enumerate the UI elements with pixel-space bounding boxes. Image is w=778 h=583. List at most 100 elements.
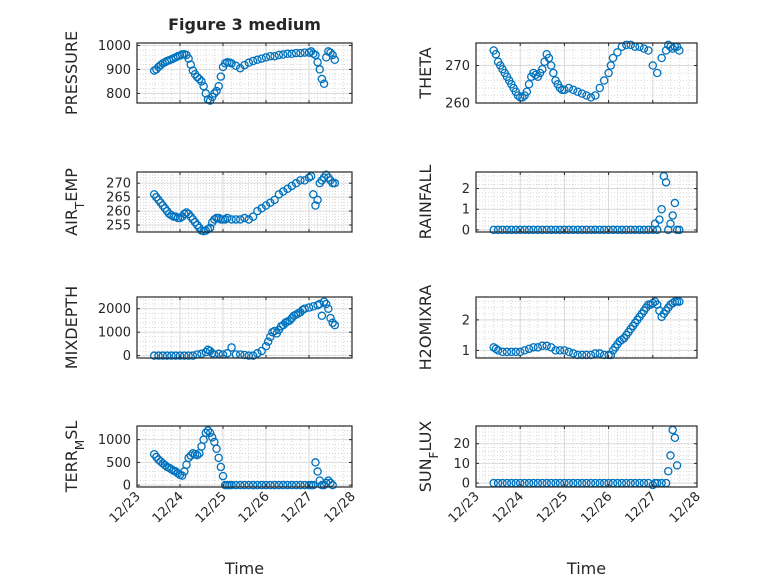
data-point bbox=[253, 206, 262, 216]
y-tick-label: 260 bbox=[445, 97, 470, 112]
data-point bbox=[149, 351, 159, 360]
data-point bbox=[666, 451, 675, 460]
y-tick-label: 1 bbox=[462, 203, 470, 218]
data-point bbox=[223, 213, 232, 223]
data-point bbox=[152, 65, 161, 74]
data-point bbox=[639, 44, 649, 53]
data-point bbox=[555, 225, 565, 235]
data-point bbox=[274, 50, 284, 60]
y-tick-label: 270 bbox=[106, 177, 131, 192]
y-tick-label: 270 bbox=[445, 59, 470, 74]
data-point bbox=[313, 467, 322, 476]
data-point bbox=[672, 461, 682, 470]
data-point bbox=[244, 58, 254, 67]
data-point bbox=[606, 61, 616, 70]
y-tick-label: 0 bbox=[123, 349, 131, 364]
y-tick-label: 1000 bbox=[98, 39, 131, 54]
data-point bbox=[287, 480, 297, 490]
data-point bbox=[573, 87, 582, 97]
data-point bbox=[599, 225, 609, 235]
data-point bbox=[248, 480, 258, 490]
data-point bbox=[319, 297, 329, 306]
data-point bbox=[515, 225, 525, 235]
data-point bbox=[240, 60, 249, 70]
data-point bbox=[502, 347, 512, 357]
data-point bbox=[291, 480, 301, 490]
data-point bbox=[231, 480, 241, 490]
data-point bbox=[551, 346, 560, 355]
data-point bbox=[278, 50, 288, 59]
data-point bbox=[158, 351, 168, 360]
data-point bbox=[248, 212, 258, 221]
data-point bbox=[210, 89, 219, 98]
data-point bbox=[313, 195, 322, 205]
y-tick-label: 0 bbox=[462, 477, 470, 492]
chart-title: Figure 3 medium bbox=[168, 15, 321, 34]
data-point bbox=[582, 91, 591, 100]
data-point bbox=[300, 480, 309, 490]
axes-box bbox=[136, 42, 353, 104]
x-axis-label: Time bbox=[566, 559, 606, 578]
data-point bbox=[212, 444, 221, 454]
data-point bbox=[296, 176, 305, 185]
data-point bbox=[657, 204, 666, 214]
data-point bbox=[595, 349, 605, 358]
data-point bbox=[257, 346, 266, 356]
data-point bbox=[324, 476, 333, 485]
data-point bbox=[498, 347, 507, 357]
data-point bbox=[261, 201, 271, 210]
data-point bbox=[586, 225, 596, 235]
data-point bbox=[285, 316, 294, 325]
data-point bbox=[520, 225, 529, 235]
data-point bbox=[657, 53, 666, 63]
data-point bbox=[622, 225, 631, 235]
data-point bbox=[274, 190, 284, 199]
data-point bbox=[617, 335, 627, 344]
data-point bbox=[666, 219, 675, 228]
data-point bbox=[613, 48, 622, 57]
data-point bbox=[538, 341, 547, 351]
data-point bbox=[489, 225, 498, 235]
data-point bbox=[227, 59, 236, 68]
data-point bbox=[622, 40, 631, 50]
data-point bbox=[235, 215, 245, 224]
data-point bbox=[309, 480, 318, 490]
data-point bbox=[626, 40, 635, 50]
data-point bbox=[551, 225, 560, 235]
data-point bbox=[283, 49, 292, 59]
data-point bbox=[253, 349, 262, 358]
data-point bbox=[223, 349, 232, 358]
data-point bbox=[568, 225, 578, 235]
data-point bbox=[201, 428, 211, 438]
data-point bbox=[171, 212, 180, 221]
subplot-h2omixra: 1 2 H2OMIXRA bbox=[416, 285, 698, 370]
data-point bbox=[319, 79, 329, 89]
y-tick-label: 0 bbox=[462, 223, 470, 238]
data-point bbox=[555, 83, 565, 93]
axes-box bbox=[136, 296, 353, 359]
data-point bbox=[511, 225, 521, 235]
data-point bbox=[564, 225, 574, 235]
data-point bbox=[160, 460, 170, 470]
data-point bbox=[326, 313, 335, 323]
y-axis-label: TERRMSL bbox=[62, 421, 87, 494]
data-point bbox=[266, 51, 275, 61]
data-point bbox=[524, 225, 534, 235]
axes-box bbox=[136, 425, 353, 488]
data-point bbox=[154, 351, 163, 360]
data-point bbox=[573, 225, 582, 235]
data-point bbox=[287, 49, 297, 59]
data-point bbox=[324, 304, 333, 313]
data-point bbox=[197, 77, 206, 86]
data-point bbox=[261, 342, 271, 351]
data-point bbox=[270, 51, 279, 61]
data-point bbox=[648, 61, 658, 70]
y-tick-label: 2000 bbox=[98, 302, 131, 317]
data-point bbox=[564, 83, 574, 93]
data-point bbox=[595, 83, 605, 93]
data-point bbox=[227, 343, 236, 352]
data-point bbox=[317, 311, 327, 321]
data-point bbox=[635, 225, 644, 235]
